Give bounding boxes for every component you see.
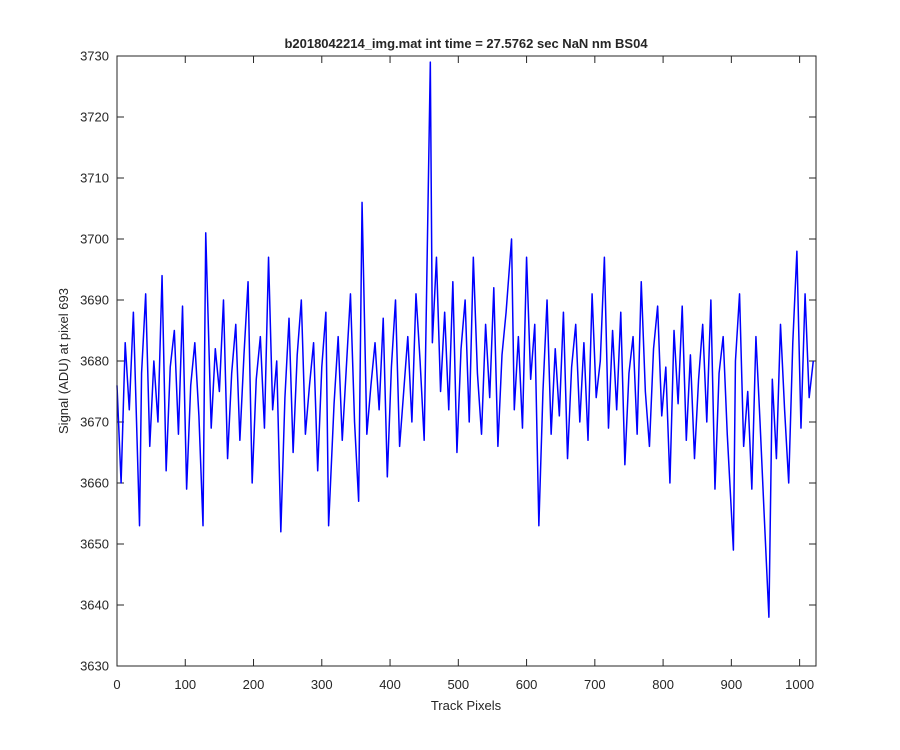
x-tick-label: 1000	[785, 677, 814, 692]
x-tick-label: 400	[379, 677, 401, 692]
y-tick-label: 3660	[80, 476, 109, 491]
y-tick-label: 3720	[80, 110, 109, 125]
y-tick-label: 3670	[80, 415, 109, 430]
plot-frame	[116, 55, 817, 667]
x-tick-label: 700	[584, 677, 606, 692]
data-line	[116, 61, 815, 618]
x-tick-label: 200	[243, 677, 265, 692]
y-tick-label: 3680	[80, 354, 109, 369]
x-tick-label: 300	[311, 677, 333, 692]
y-tick-label: 3730	[80, 49, 109, 64]
x-tick-label: 900	[721, 677, 743, 692]
x-tick-label: 0	[113, 677, 120, 692]
x-tick-label: 600	[516, 677, 538, 692]
chart-title: b2018042214_img.mat int time = 27.5762 s…	[284, 36, 648, 51]
y-tick-label: 3630	[80, 659, 109, 674]
x-tick-label: 800	[652, 677, 674, 692]
x-tick-label: 500	[447, 677, 469, 692]
y-tick-label: 3640	[80, 598, 109, 613]
y-axis-label: Signal (ADU) at pixel 693	[56, 288, 71, 434]
x-axis-label: Track Pixels	[431, 698, 502, 713]
x-tick-label: 100	[174, 677, 196, 692]
y-tick-label: 3710	[80, 171, 109, 186]
y-tick-label: 3700	[80, 232, 109, 247]
y-tick-label: 3690	[80, 293, 109, 308]
y-tick-label: 3650	[80, 537, 109, 552]
